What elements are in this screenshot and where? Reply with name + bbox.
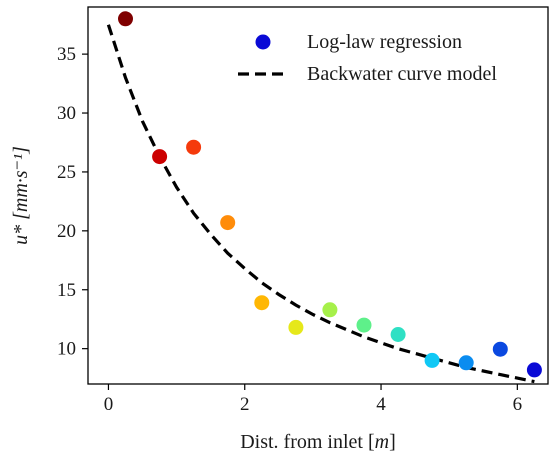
x-axis-label: Dist. from inlet [m] (240, 431, 396, 453)
data-point (322, 302, 338, 318)
model-curve-line (106, 24, 535, 384)
data-point (492, 341, 508, 357)
y-tick-label: 25 (57, 162, 76, 183)
axis-ticks: 0 2 4 6 10 15 20 25 30 35 (57, 44, 522, 415)
x-tick-label: 4 (376, 394, 386, 415)
data-point (458, 355, 474, 371)
data-point (254, 295, 270, 311)
y-tick-label: 15 (57, 280, 76, 301)
x-tick-label: 6 (513, 394, 523, 415)
data-point (152, 149, 168, 165)
plot-frame (87, 6, 549, 385)
legend-label-line: Backwater curve model (307, 63, 497, 85)
data-point (288, 319, 304, 335)
legend-marker-scatter (255, 34, 271, 50)
data-layer (106, 11, 542, 384)
y-tick-label: 20 (57, 221, 76, 242)
data-point (390, 327, 406, 342)
y-tick-label: 30 (57, 103, 76, 124)
data-point (526, 362, 542, 378)
y-axis-label: u* [mm·s⁻¹] (10, 146, 32, 245)
y-tick-label: 10 (57, 339, 76, 360)
data-point (424, 352, 440, 368)
x-tick-label: 0 (104, 394, 114, 415)
y-tick-label: 35 (57, 44, 76, 65)
data-point (186, 139, 202, 155)
legend-label-scatter: Log-law regression (307, 31, 462, 53)
legend: Log-law regression Backwater curve model (238, 31, 497, 85)
data-point (118, 11, 133, 27)
data-point (220, 215, 236, 231)
x-tick-label: 2 (240, 394, 250, 415)
data-point (356, 317, 372, 333)
